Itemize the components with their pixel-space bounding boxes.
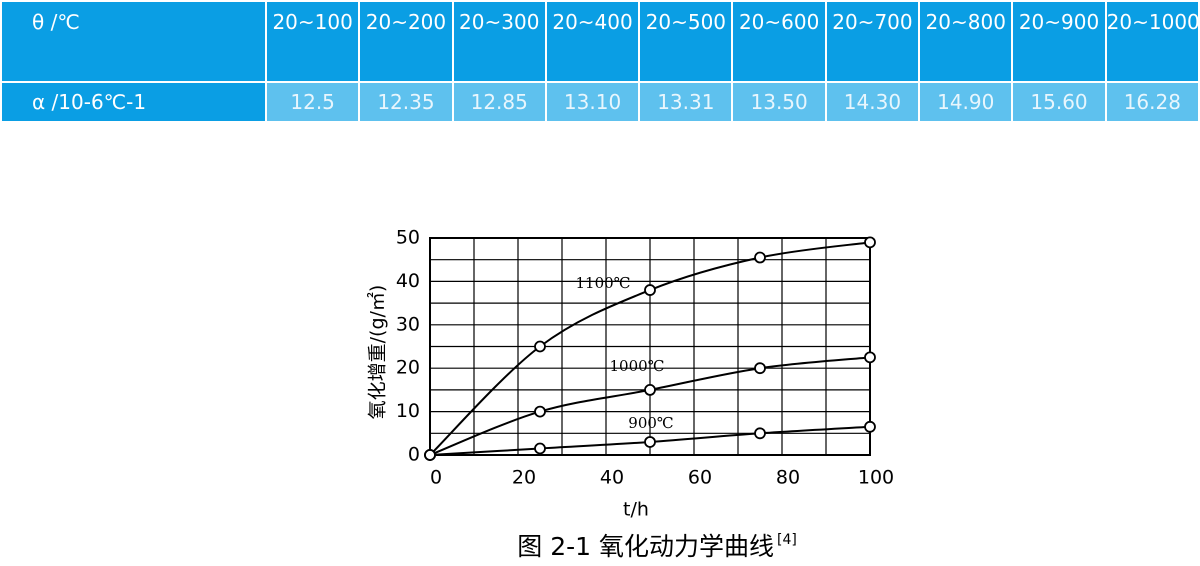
caption: 图 2-1 氧化动力学曲线 [517,532,774,561]
table-cell: θ /℃ [0,0,267,83]
point [754,251,766,264]
point [644,436,656,448]
x-axis-label: t/h [623,499,649,521]
table-cell: 14.30 [824,81,921,123]
table-cell: 20~700 [824,0,921,83]
point [424,449,436,461]
x-tick-label: 40 [600,467,624,489]
point [534,340,546,353]
table-row: θ /℃ 20~100 20~200 20~300 20~400 20~500 20~600… [0,0,1200,83]
table-cell: 20~100 [264,0,361,83]
table-cell: 20~1000 [1104,0,1200,83]
series-label: 1000℃ [610,357,665,375]
y-axis-label: 氧化增重/(g/㎡) [366,285,389,420]
table-cell: 12.85 [451,81,547,123]
x-tick-label: 20 [512,467,536,489]
table-row: α /10-6℃-1 12.5 12.35 12.85 13.10 13.31 13.50 1… [0,81,1200,123]
y-tick-label: 40 [396,270,420,292]
table-cell: α /10-6℃-1 [0,81,267,123]
y-tick-label: 50 [396,227,420,249]
point [534,442,546,455]
data-table: θ /℃ 20~100 20~200 20~300 20~400 20~500 20~600… [0,0,1200,123]
point [864,236,876,249]
table-cell: 12.35 [358,81,454,123]
x-tick-label: 80 [776,467,800,489]
series-label: 900℃ [628,414,673,432]
y-tick-label: 20 [396,357,420,379]
table-cell: 20~200 [358,0,454,83]
series-label: 1100℃ [576,274,631,292]
x-tick-label: 0 [430,467,442,489]
y-tick-label: 0 [408,444,420,466]
point [534,405,546,418]
point [644,383,656,396]
table-cell: 20~400 [544,0,641,83]
table-cell: 20~800 [918,0,1014,83]
point [644,284,656,296]
table-cell: 20~500 [638,0,734,83]
table-cell: 14.90 [918,81,1014,123]
table-cell: 15.60 [1011,81,1107,123]
table-cell: 12.5 [264,81,361,123]
table-cell: 13.10 [544,81,641,123]
table-cell: 20~900 [1011,0,1107,83]
table-cell: 20~300 [451,0,547,83]
point [754,362,766,375]
x-tick-label: 100 [858,467,894,489]
table-cell: 13.50 [731,81,827,123]
x-tick-label: 60 [688,467,712,489]
point [754,427,766,440]
table-cell: 13.31 [638,81,734,123]
point [864,420,876,433]
table-cell: 20~600 [731,0,827,83]
table-cell: 16.28 [1104,81,1200,123]
y-tick-label: 30 [396,313,420,335]
point [864,351,876,364]
y-tick-label: 10 [396,400,420,422]
caption-ref: [4] [777,532,797,548]
